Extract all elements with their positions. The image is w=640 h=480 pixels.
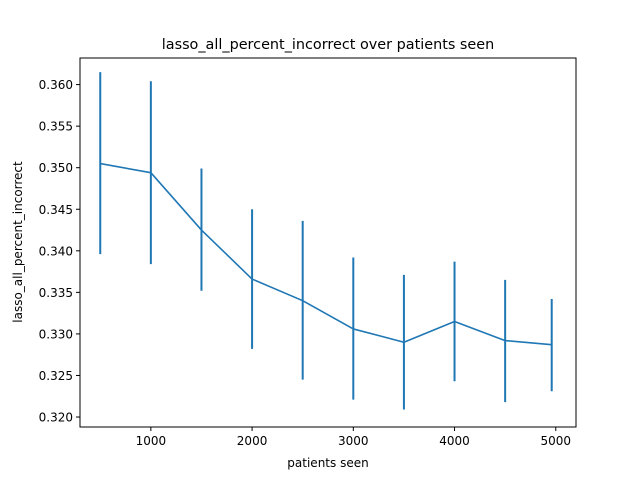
axes-frame: [79, 57, 577, 428]
y-tick-label: 0.345: [39, 203, 73, 217]
y-tick-label: 0.330: [39, 327, 73, 341]
chart-title: lasso_all_percent_incorrect over patient…: [162, 37, 495, 53]
y-tick-label: 0.355: [39, 120, 73, 134]
y-tick-label: 0.320: [39, 411, 73, 425]
y-tick-label: 0.350: [39, 161, 73, 175]
y-tick-label: 0.335: [39, 286, 73, 300]
y-tick-label: 0.360: [39, 78, 73, 92]
y-axis-label: lasso_all_percent_incorrect: [11, 161, 25, 323]
x-tick-label: 3000: [338, 434, 369, 448]
series-line: [100, 162, 552, 346]
x-tick-label: 5000: [540, 434, 571, 448]
x-tick-label: 2000: [237, 434, 268, 448]
x-axis-label: patients seen: [287, 456, 368, 470]
y-tick-label: 0.325: [39, 369, 73, 383]
x-tick-label: 4000: [439, 434, 470, 448]
y-tick-label: 0.340: [39, 244, 73, 258]
axes: 1000 2000 3000 4000 5000 0.320 0.325 0.330 0.335…: [39, 57, 577, 448]
plot-area: [99, 72, 553, 410]
x-tick-label: 1000: [136, 434, 167, 448]
